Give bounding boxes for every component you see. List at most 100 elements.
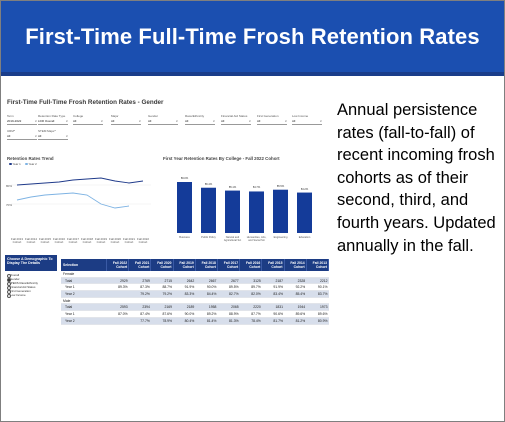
demographic-option-gender[interactable]: Gender [5,277,57,283]
table-cell: 88.7% [150,283,174,292]
filter-label: STEM Major* [38,129,56,133]
row-label: Year 2 [61,317,107,325]
filter-stem-major[interactable]: STEM Major* All [38,129,68,140]
table-cell: 1973 [306,303,329,312]
filter-dropdown[interactable]: 2019-2022 [7,119,37,125]
college-bar [177,182,192,233]
table-cell: 2187 [261,277,284,285]
bar-value-label: 84.7% [252,186,261,190]
filter-dropdown[interactable]: All [73,119,103,125]
legend-item: Year 2 [25,162,37,166]
row-label: Year 1 [61,310,107,318]
table-cell: 83.4% [261,290,284,298]
filter-college[interactable]: College All [73,114,103,125]
table-cell: 83.3% [173,290,196,298]
x-tick-label: Fall 2016 Cohort [53,237,65,245]
x-tick-label: Fall 2019 Cohort [95,237,107,245]
x-tick-label: Fall 2021 Cohort [123,237,135,245]
table-cell: 89.7% [239,283,262,292]
table-cell: 79.2% [128,290,151,298]
table-cell: 1944 [284,303,307,312]
filter-dropdown[interactable]: All [7,134,37,140]
x-tick-label: Fall 2015 Cohort [39,237,51,245]
filter-dropdown[interactable]: All [111,119,141,125]
filter-gender[interactable]: Gender All [148,114,178,125]
filter-dropdown[interactable]: LDR Overall [38,119,68,125]
filter-dropdown[interactable]: All [292,119,322,125]
filter-dropdown[interactable]: All [257,119,287,125]
column-header[interactable]: Fall 2020 Cohort [150,259,174,271]
x-tick-label: Fall 2020 Cohort [109,237,121,245]
column-header[interactable]: Fall 2022 Cohort [106,259,130,271]
slide-caption: Annual persistence rates (fall-to-fall) … [337,101,496,255]
filter-term[interactable]: Term 2019-2022 [7,114,37,125]
table-row: Year 2 79.2% 79.2% 83.3% 84.4% 82.7% 82.0% 83.4… [61,290,329,298]
bar-category-label: Humanities, Arts, and Social Sci [246,236,267,243]
column-header[interactable]: Fall 2015 Cohort [261,259,285,271]
column-header[interactable]: Fall 2013 Cohort [306,259,330,271]
demographic-heading: Choose A Demographic To Display The Deta… [5,255,57,271]
filter-dropdown[interactable]: All [221,119,251,125]
table-cell: 92.2% [284,283,307,292]
college-bar-chart [177,182,312,233]
table-cell: 2169 [150,303,174,312]
bar-value-label: 85.1% [228,185,237,189]
college-bar [273,189,288,233]
title-banner: First-Time Full-Time Frosh Retention Rat… [1,1,504,72]
filter-dropdown[interactable]: All [185,119,215,125]
bar-category-label: Engineering [273,236,288,239]
filter-low-income[interactable]: Low Income All [292,114,322,125]
column-header[interactable]: Fall 2014 Cohort [284,259,307,271]
column-header-selection[interactable]: Selection [61,259,107,271]
table-cell: 84.4% [195,290,218,298]
table-cell: 81.2% [284,317,307,325]
demographic-option-low-income[interactable]: Low Income [5,293,57,299]
table-cell: 2328 [284,277,307,285]
series-year1-line [16,177,144,186]
table-cell: 83.7% [306,290,329,298]
filter-dropdown[interactable]: All [148,119,178,125]
filter-label: Low Income [292,114,309,118]
column-header[interactable]: Fall 2016 Cohort [239,259,263,271]
filter-major[interactable]: Major All [111,114,141,125]
retention-table: Selection Fall 2022 Cohort Fall 2021 Cohor… [61,259,330,325]
filter-first-generation[interactable]: First Generation All [257,114,287,125]
table-cell: 2929 [106,277,129,285]
series-year2-line [16,192,130,209]
legend-item: Year 1 [9,162,21,166]
dashboard-title: First-Time Full-Time Frosh Retention Rat… [7,99,164,106]
filter-retention-rate-type[interactable]: Retention Rate Type LDR Overall [38,114,68,125]
bar-category-label: Public Policy [201,236,216,239]
college-bar [297,192,312,233]
table-cell: 79.2% [150,290,174,298]
filter-financial-aid-status[interactable]: Financial Aid Status All [221,114,251,125]
college-bar [201,187,216,233]
bar-value-label: 86.4% [204,182,213,186]
demographic-option-first-generation[interactable]: First Generation [5,289,57,295]
bar-value-label: 84.2% [300,187,309,191]
demographic-option-financial-aid-status[interactable]: Financial Aid Status [5,285,57,291]
column-header[interactable]: Fall 2017 Cohort [217,259,241,271]
table-cell: 81.4% [195,317,218,325]
group-label: Female [61,271,329,278]
column-header[interactable]: Fall 2019 Cohort [173,259,196,271]
table-cell: 82.7% [217,290,240,298]
demographic-option-ipeds-race-ethnicity[interactable]: IPEDS Race/Ethnicity [5,281,57,287]
filter-label: Term [7,114,14,118]
college-bar [225,190,240,233]
row-label: Total [61,303,107,312]
filter-race-ethnicity[interactable]: Race/Ethnicity All [185,114,215,125]
filter-dropdown[interactable]: All [38,134,68,140]
table-row: Year 1 87.0% 87.4% 87.6% 90.0% 89.2% 88.9% 87.7… [61,310,329,318]
filter-urm[interactable]: URM* All [7,129,37,140]
column-header[interactable]: Fall 2021 Cohort [128,259,152,271]
x-tick-label: Fall 2018 Cohort [81,237,93,245]
table-cell: 89.6% [306,310,329,318]
row-label: Year 2 [61,290,107,298]
table-cell: 2220 [239,303,262,312]
column-header[interactable]: Fall 2018 Cohort [195,259,218,271]
table-cell: 89.5% [217,283,240,292]
college-bar [249,191,264,233]
table-cell: 90.0% [195,283,218,292]
demographic-option-overall[interactable]: Overall [5,273,57,279]
